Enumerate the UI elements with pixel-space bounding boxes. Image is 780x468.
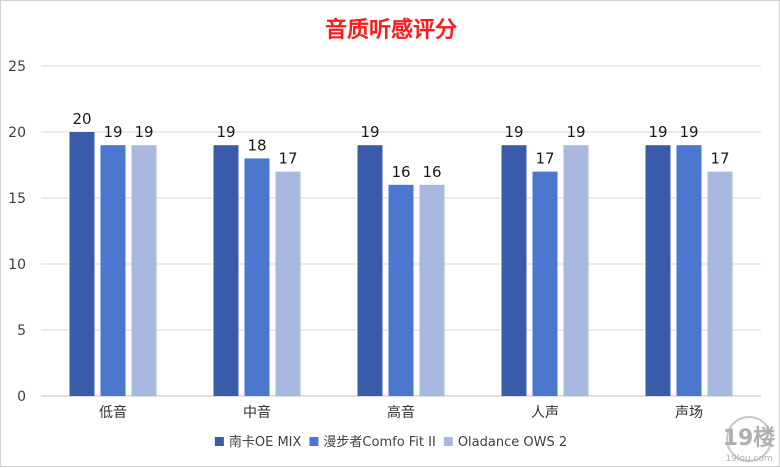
data-label: 19 [504, 123, 523, 141]
chart-title: 音质听感评分 [325, 17, 457, 43]
bar [388, 184, 414, 396]
data-label: 19 [103, 123, 122, 141]
data-label: 19 [216, 123, 235, 141]
data-label: 17 [278, 150, 297, 168]
watermark-text: 19楼 [723, 426, 776, 451]
data-label: 16 [391, 163, 410, 181]
legend-swatch [443, 437, 453, 446]
bar [676, 145, 702, 396]
y-tick-label: 15 [8, 191, 26, 207]
data-label: 19 [648, 123, 667, 141]
bar [131, 145, 157, 396]
bar [357, 145, 383, 396]
legend-label: Oladance OWS 2 [458, 435, 567, 450]
bar [532, 171, 558, 396]
x-category-label: 人声 [531, 405, 559, 421]
y-tick-label: 10 [8, 257, 26, 273]
data-label: 17 [535, 150, 554, 168]
x-category-label: 声场 [675, 405, 703, 421]
watermark-logo: 19楼 19lou.com [723, 416, 776, 464]
legend: 南卡OE MIX 漫步者Comfo Fit II Oladance OWS 2 [214, 434, 567, 450]
data-label: 16 [422, 163, 441, 181]
bar [645, 145, 671, 396]
x-axis-categories: 低音 中音 高音 人声 声场 [99, 404, 703, 421]
bar [419, 184, 445, 396]
bar [275, 171, 301, 396]
data-label: 19 [679, 123, 698, 141]
bar [69, 132, 95, 396]
legend-label: 漫步者Comfo Fit II [323, 435, 435, 450]
data-label: 19 [566, 123, 585, 141]
watermark-ring [726, 416, 772, 462]
legend-label: 南卡OE MIX [229, 434, 302, 450]
x-category-label: 高音 [387, 404, 415, 421]
y-tick-label: 25 [8, 59, 26, 75]
bar [244, 158, 270, 396]
y-axis-ticks: 0 5 10 15 20 25 [8, 59, 26, 405]
data-label: 19 [360, 123, 379, 141]
bars [69, 132, 733, 396]
bar [100, 145, 126, 396]
data-label: 19 [134, 123, 153, 141]
bar [707, 171, 733, 396]
legend-swatch [309, 437, 319, 446]
y-tick-label: 20 [8, 125, 26, 141]
data-label: 20 [72, 110, 91, 128]
y-tick-label: 0 [17, 389, 26, 405]
watermark-subtext: 19lou.com [725, 454, 772, 464]
data-labels: 20 19 19 19 18 17 19 16 16 19 17 19 19 19 17 [72, 110, 729, 181]
bar [563, 145, 589, 396]
bar [501, 145, 527, 396]
bar [213, 145, 239, 396]
legend-swatch [214, 437, 224, 446]
data-label: 18 [247, 136, 266, 154]
x-category-label: 中音 [243, 404, 271, 421]
data-label: 17 [710, 150, 729, 168]
y-tick-label: 5 [17, 323, 26, 339]
x-category-label: 低音 [99, 404, 127, 421]
